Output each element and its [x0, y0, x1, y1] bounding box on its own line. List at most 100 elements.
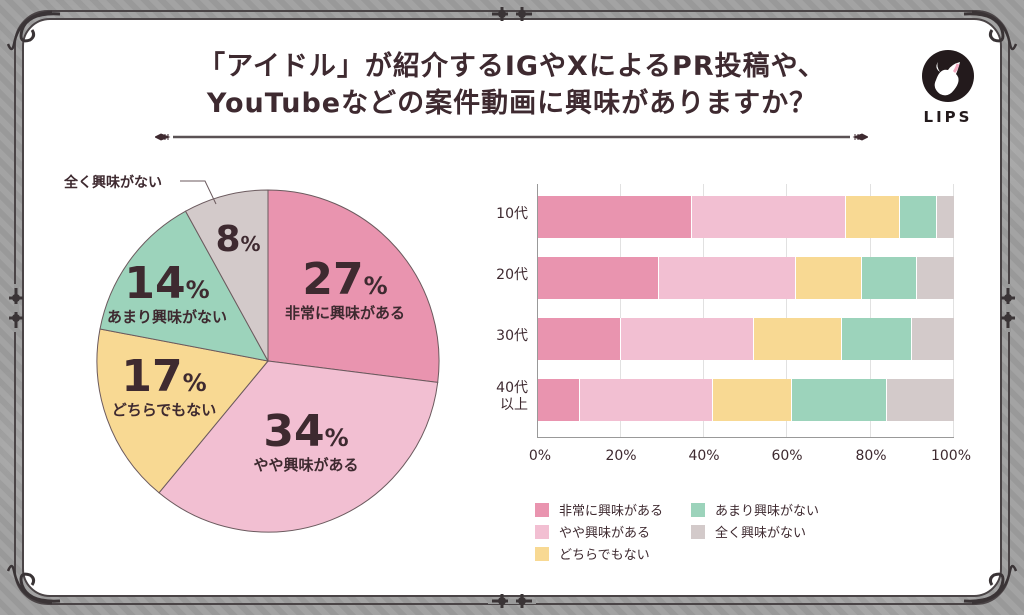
x-tick-label: 60% — [771, 448, 803, 464]
bar-segment — [712, 379, 792, 421]
bar-segment — [862, 257, 917, 299]
pie-caption: 非常に興味がある — [284, 304, 405, 322]
row-label-40s-plus: 40代 以上 — [480, 380, 528, 414]
title-underline — [155, 133, 868, 141]
pie-caption: どちらでもない — [111, 401, 217, 419]
pie-unit: % — [240, 232, 261, 256]
row-label-text: 以上 — [500, 397, 528, 413]
pie-value: 8 — [215, 219, 241, 260]
pie-slice-not-at-all — [184, 189, 269, 362]
gridline — [620, 184, 621, 437]
gridline — [870, 184, 871, 437]
pie-value: 14 — [124, 258, 186, 309]
legend-item-very-interested: 非常に興味がある — [535, 500, 663, 519]
deer-icon — [922, 50, 974, 102]
bar-segment — [754, 318, 842, 360]
legend-swatch — [691, 524, 705, 539]
pie-caption: あまり興味がない — [106, 308, 227, 326]
corner-scroll-icon — [963, 564, 1018, 605]
row-label-text: 40代 — [496, 380, 528, 396]
legend-label: どちらでもない — [559, 548, 650, 563]
pie-label-neutral: 17% どちらでもない — [104, 355, 224, 420]
x-tick-label: 20% — [605, 448, 637, 464]
pie-label-not-very-interested: 14% あまり興味がない — [104, 262, 230, 327]
pie-label-very-interested: 27% 非常に興味がある — [280, 258, 410, 323]
pie-slice-not-very-interested — [99, 210, 269, 362]
lips-logo: LIPS — [918, 50, 978, 126]
x-axis — [537, 437, 954, 438]
legend-label: 非常に興味がある — [559, 504, 664, 519]
pie-unit: % — [185, 276, 210, 304]
corner-scroll-icon — [963, 10, 1018, 51]
pie-unit: % — [182, 369, 207, 397]
row-label-30s: 30代 — [480, 328, 528, 345]
legend-item-not-very-interested: あまり興味がない — [691, 500, 819, 519]
bar-segment — [538, 257, 659, 299]
row-label-text: 10代 — [496, 206, 528, 222]
corner-scroll-icon — [6, 10, 61, 51]
pie-value: 27 — [302, 254, 364, 305]
legend-label: あまり興味がない — [715, 504, 820, 519]
x-tick-label: 80% — [855, 448, 887, 464]
bar-segment — [937, 196, 954, 238]
gridline — [953, 184, 954, 437]
legend-item-not-at-all: 全く興味がない — [691, 522, 806, 541]
bar-segment — [791, 379, 888, 421]
bar-segment — [899, 196, 938, 238]
bar-segment — [795, 257, 863, 299]
bar-segment — [691, 196, 846, 238]
bar-segment — [538, 318, 622, 360]
bar-segment — [658, 257, 796, 299]
pie-label-somewhat-interested: 34% やや興味がある — [236, 410, 376, 475]
stacked-bar-chart: 10代 20代 30代 40代 以上 0% 20% 40% 60% 80% 10… — [480, 180, 980, 470]
pie-slices — [96, 180, 440, 533]
chart-legend: 非常に興味がある やや興味がある どちらでもない あまり興味がない 全く興味がな… — [535, 500, 855, 570]
title-line-2: YouTubeなどの案件動画に興味がありますか？ — [206, 88, 818, 119]
bottom-fleuron-icon — [488, 594, 536, 608]
bar-segment — [538, 196, 692, 238]
bar-row-10s — [538, 196, 954, 238]
left-fleuron-icon — [9, 284, 23, 332]
bar-segment — [912, 318, 954, 360]
legend-swatch — [535, 524, 549, 539]
pie-unit: % — [324, 424, 349, 452]
row-label-text: 20代 — [496, 267, 528, 283]
bar-segment — [621, 318, 755, 360]
row-label-text: 30代 — [496, 328, 528, 344]
row-label-20s: 20代 — [480, 267, 528, 284]
callout-label-not-at-all: 全く興味がない — [64, 175, 162, 191]
pie-slice-neutral — [96, 328, 269, 494]
legend-label: 全く興味がない — [715, 526, 807, 541]
x-tick-label: 40% — [688, 448, 720, 464]
legend-item-neutral: どちらでもない — [535, 544, 650, 563]
pie-chart: 全く興味がない 27% 非常に興味がある 34% やや興味がある 17% どちら… — [0, 0, 470, 615]
legend-swatch — [535, 502, 549, 517]
bar-segment — [841, 318, 913, 360]
gridline — [786, 184, 787, 437]
bar-segment — [916, 257, 954, 299]
callout-line — [180, 180, 217, 205]
y-axis — [537, 184, 538, 437]
right-fleuron-icon — [1001, 284, 1015, 332]
gridline — [703, 184, 704, 437]
pie-value: 17 — [121, 351, 183, 402]
pie-slice-somewhat-interested — [158, 360, 439, 533]
pie-label-not-at-all: 8% — [208, 218, 268, 262]
bar-segment — [579, 379, 713, 421]
pie-value: 34 — [263, 406, 325, 457]
pie-caption: やや興味がある — [253, 456, 359, 474]
bar-row-40s-plus — [538, 379, 954, 421]
title-line-1: 「アイドル」が紹介するIGやXによるPR投稿や、 — [198, 51, 826, 82]
legend-swatch — [691, 502, 705, 517]
legend-item-somewhat-interested: やや興味がある — [535, 522, 650, 541]
pie-slice-very-interested — [267, 189, 440, 383]
corner-scroll-icon — [6, 564, 61, 605]
pie-unit: % — [363, 272, 388, 300]
bar-row-30s — [538, 318, 954, 360]
top-fleuron-icon — [488, 7, 536, 21]
bar-segment — [538, 379, 580, 421]
x-tick-label: 100% — [930, 448, 972, 464]
row-label-10s: 10代 — [480, 206, 528, 223]
logo-text: LIPS — [923, 108, 973, 126]
bar-segment — [887, 379, 954, 421]
